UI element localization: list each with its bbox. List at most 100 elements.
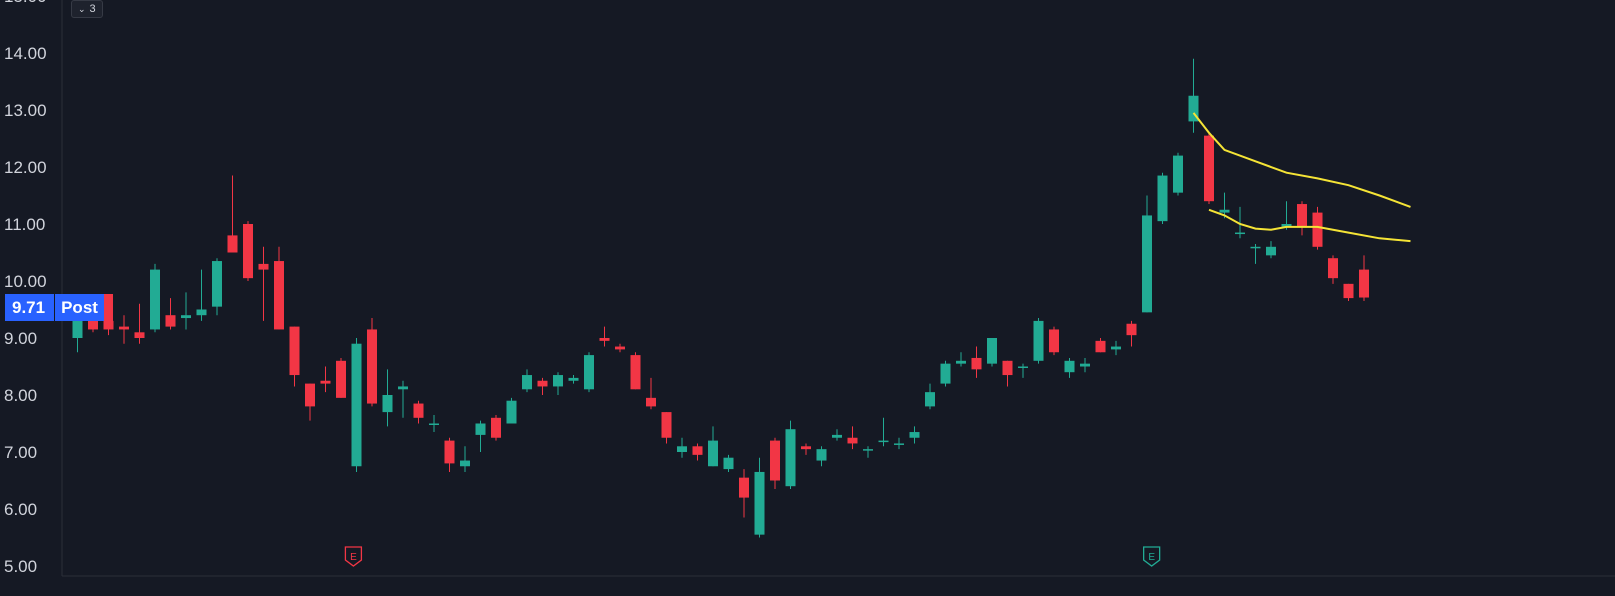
candle (305, 383, 315, 421)
earnings-marker-shape (1143, 546, 1161, 567)
candle (878, 417, 889, 447)
y-tick-label: 5.00 (4, 557, 37, 576)
candle-body (289, 326, 300, 376)
candle-body (1111, 346, 1121, 350)
candle (770, 437, 780, 490)
candle (646, 377, 656, 410)
candle-body (351, 343, 362, 467)
candle-body (1126, 323, 1137, 336)
y-tick-label: 10.00 (4, 272, 47, 291)
candle (568, 375, 579, 384)
candle (1111, 340, 1121, 356)
candle (801, 443, 811, 455)
candle (336, 357, 346, 398)
candle (212, 258, 222, 316)
candle (785, 420, 796, 490)
candle (1142, 195, 1152, 313)
candle (894, 437, 904, 450)
candle (1095, 338, 1106, 353)
candle-body (243, 224, 253, 279)
candle-body (1018, 366, 1028, 368)
y-tick-label: 14.00 (4, 44, 47, 63)
candle (506, 397, 517, 424)
candle-body (1157, 175, 1168, 222)
earnings-marker-shape (344, 546, 363, 567)
candle (491, 414, 501, 441)
price-tag-tail (103, 294, 113, 321)
session-label: Post (55, 294, 104, 321)
candle-body (909, 432, 920, 438)
candle (661, 412, 672, 444)
candle-body (398, 386, 408, 390)
candle-body (320, 380, 331, 384)
candle-body (801, 446, 811, 450)
candle (1266, 241, 1276, 259)
candle-body (568, 377, 579, 381)
candle (940, 360, 951, 387)
candle-body (630, 355, 641, 390)
candle (1343, 283, 1354, 301)
candle-body (770, 440, 780, 481)
candle (1250, 243, 1261, 264)
candle (909, 426, 920, 444)
candle-body (336, 360, 346, 398)
candle-body (599, 338, 610, 341)
candle-body (1343, 283, 1354, 299)
candle (708, 426, 718, 467)
candle (847, 426, 858, 450)
candle-body (615, 346, 625, 350)
candle (1173, 152, 1183, 196)
candle-body (305, 383, 315, 407)
candle-body (1359, 269, 1369, 298)
candle-body (584, 355, 594, 390)
last-price-value: 9.71 (5, 294, 55, 321)
candle-body (754, 471, 765, 535)
candle (320, 366, 331, 393)
y-tick-label: 11.00 (4, 215, 45, 234)
moving-average-line (1208, 208, 1411, 243)
candle-body (196, 309, 207, 316)
moving-averages (1192, 112, 1411, 243)
candle (1188, 58, 1199, 133)
candle-body (816, 449, 827, 461)
chevron-down-icon: ⌄ (78, 4, 86, 14)
candle (723, 454, 734, 472)
candle-body (692, 446, 703, 455)
candle (243, 221, 253, 281)
candle-body (506, 400, 517, 424)
candle (475, 420, 486, 452)
candle-body (212, 261, 222, 307)
y-tick-label: 15.00 (4, 0, 47, 6)
collapse-indicators-button[interactable]: ⌄ 3 (71, 0, 103, 18)
candle (1328, 255, 1338, 284)
candle (1033, 318, 1044, 364)
candle-body (165, 315, 176, 327)
candle (150, 263, 160, 333)
candle (925, 383, 935, 410)
candle-body (1173, 155, 1183, 193)
candle (956, 352, 966, 367)
candle (429, 414, 439, 433)
earnings-marker: E (1143, 546, 1161, 567)
moving-average-line (1192, 112, 1411, 208)
candle-body (491, 417, 501, 438)
candle (971, 346, 982, 378)
candle-body (475, 423, 486, 435)
candle-body (878, 440, 889, 443)
y-tick-label: 13.00 (4, 101, 47, 120)
candle-body (1080, 363, 1090, 367)
candle-body (181, 315, 191, 319)
candle (227, 175, 238, 253)
candle (1359, 255, 1369, 301)
y-tick-label: 9.00 (4, 329, 37, 348)
candle (289, 326, 300, 387)
candle-body (832, 434, 842, 438)
candle-body (429, 423, 439, 425)
candle-body (785, 429, 796, 487)
candle (1002, 360, 1013, 387)
candle-body (847, 437, 858, 444)
candle-body (413, 403, 424, 418)
candle-body (72, 315, 83, 338)
candle (630, 352, 641, 390)
